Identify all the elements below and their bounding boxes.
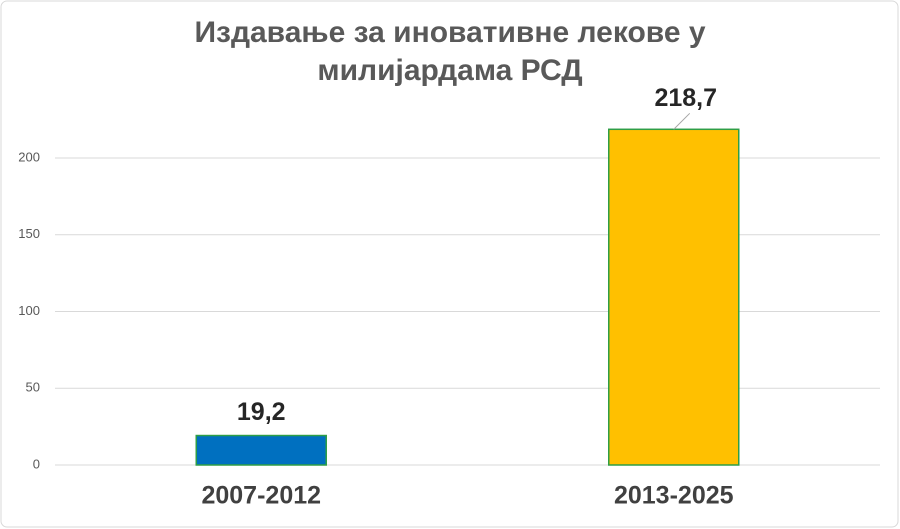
leader-line — [673, 112, 691, 130]
bar — [608, 128, 740, 466]
bar — [195, 434, 327, 466]
y-tick-label: 200 — [18, 149, 40, 164]
value-label: 218,7 — [654, 84, 717, 112]
value-label: 19,2 — [237, 398, 286, 426]
chart-title: Издавање за иновативне лекове у милијард… — [194, 16, 706, 87]
y-tick-label: 0 — [33, 456, 40, 471]
y-tick-label: 100 — [18, 303, 40, 318]
x-tick-label: 2013-2025 — [614, 482, 734, 510]
y-tick-label: 150 — [18, 226, 40, 241]
y-tick-label: 50 — [26, 380, 40, 395]
x-tick-label: 2007-2012 — [201, 482, 321, 510]
